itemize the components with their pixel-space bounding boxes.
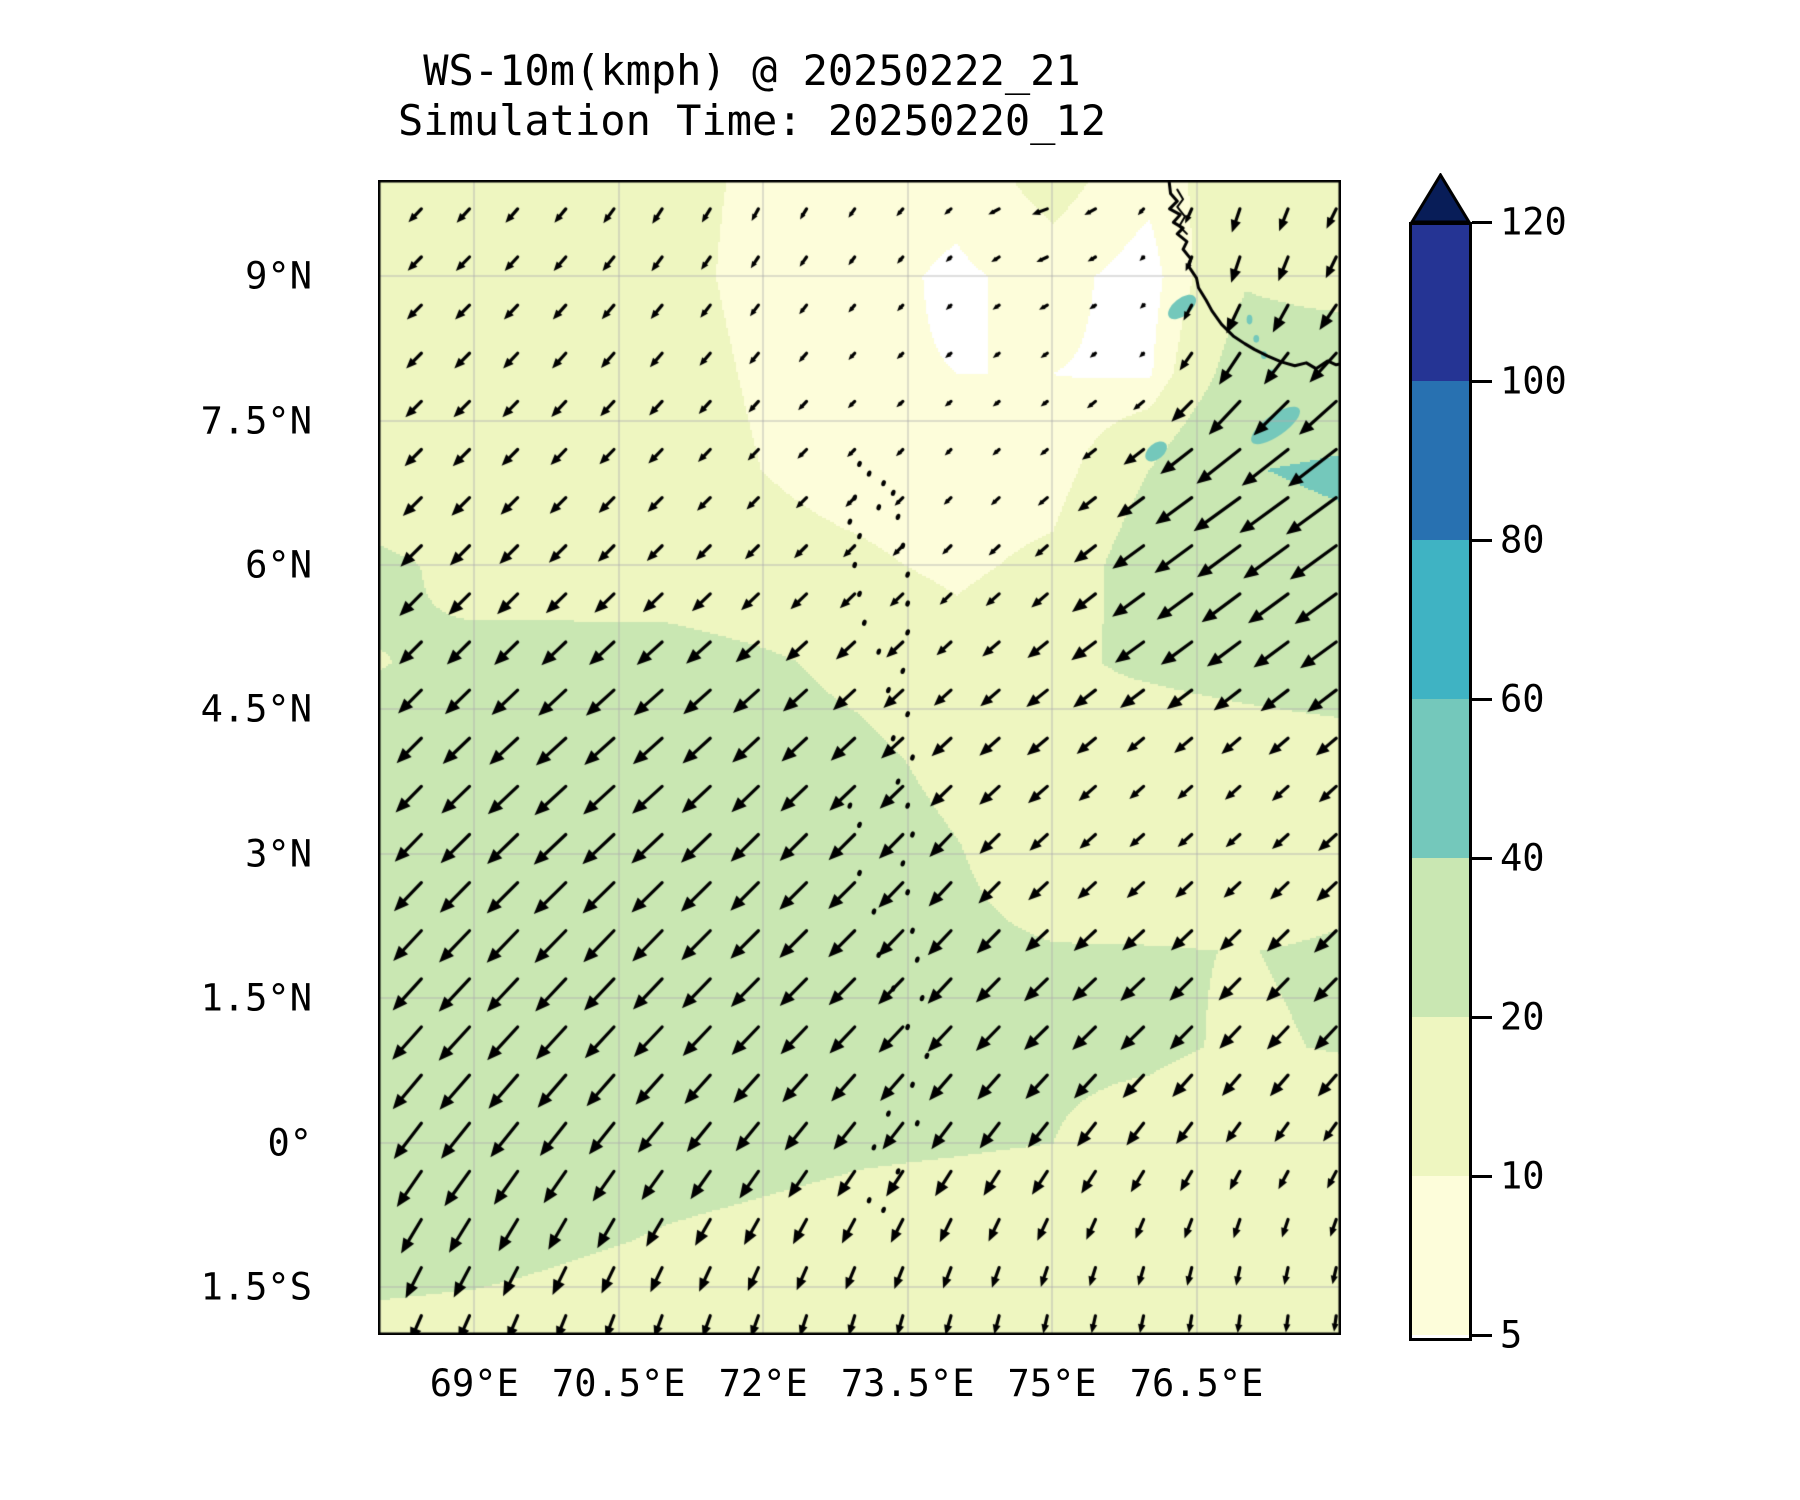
colorbar-tick (1472, 857, 1492, 860)
colorbar-tick-label: 120 (1500, 200, 1567, 244)
x-tick-label: 76.5°E (1129, 1362, 1264, 1405)
colorbar-tick (1472, 380, 1492, 383)
y-tick-label: 7.5°N (200, 399, 312, 443)
y-tick-label: 1.5°S (200, 1265, 312, 1309)
colorbar-tick-label: 5 (1500, 1313, 1523, 1357)
colorbar-tick-label: 80 (1500, 518, 1545, 562)
colorbar-segment (1412, 1176, 1469, 1335)
x-tick-label: 75°E (1007, 1362, 1097, 1405)
colorbar-tick (1472, 1016, 1492, 1019)
x-tick-label: 73.5°E (840, 1362, 975, 1405)
y-tick-label: 6°N (245, 543, 312, 587)
colorbar-tick (1472, 221, 1492, 224)
page-subtitle: Simulation Time: 20250220_12 (397, 96, 1107, 145)
y-tick-label: 9°N (245, 254, 312, 298)
colorbar-tick (1472, 539, 1492, 542)
colorbar-segment (1412, 858, 1469, 1017)
y-tick-label: 3°N (245, 832, 312, 876)
colorbar-tick-label: 10 (1500, 1154, 1545, 1198)
colorbar-tick (1472, 1175, 1492, 1178)
x-tick-label: 70.5°E (551, 1362, 686, 1405)
colorbar: 5 10 20 40 60 80 100 120 (1409, 173, 1712, 1357)
colorbar-segment (1412, 699, 1469, 858)
x-tick-label: 69°E (429, 1362, 519, 1405)
colorbar-tick-label: 40 (1500, 836, 1545, 880)
x-tick-label: 72°E (718, 1362, 808, 1405)
colorbar-segment (1412, 1017, 1469, 1176)
colorbar-tick-label: 20 (1500, 995, 1545, 1039)
y-tick-label: 4.5°N (200, 687, 312, 731)
colorbar-segment (1412, 540, 1469, 699)
colorbar-outline (1409, 222, 1472, 1341)
y-tick-label: 0° (267, 1121, 312, 1164)
map-canvas (378, 180, 1341, 1335)
colorbar-tick-label: 60 (1500, 677, 1545, 721)
colorbar-segment (1412, 381, 1469, 540)
y-tick-label: 1.5°N (200, 976, 312, 1020)
colorbar-tick (1472, 698, 1492, 701)
colorbar-segment (1412, 222, 1469, 381)
colorbar-extend-arrow (1409, 173, 1472, 224)
colorbar-tick-label: 100 (1500, 359, 1567, 403)
page-title: WS-10m(kmph) @ 20250222_21 (423, 46, 1081, 95)
colorbar-tick (1472, 1334, 1492, 1337)
